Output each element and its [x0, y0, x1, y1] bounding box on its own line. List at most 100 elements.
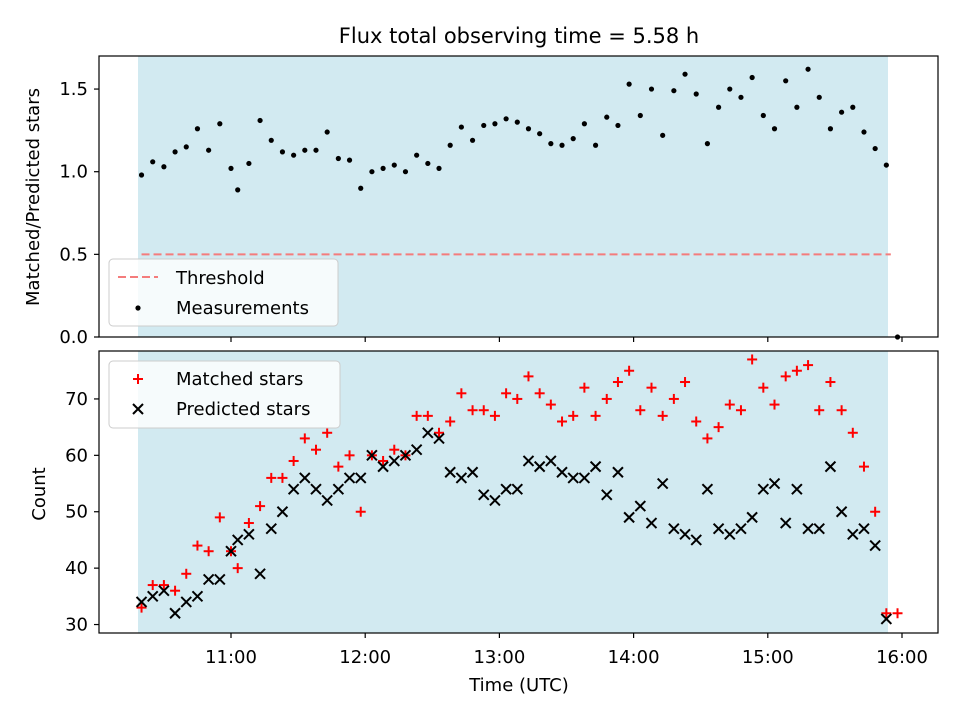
ratio-y-tick-label: 0.5 [59, 244, 88, 265]
measurement-point [161, 164, 166, 169]
measurement-point [269, 138, 274, 143]
matched-star-marker [893, 608, 903, 618]
count-x-tick-label: 15:00 [742, 647, 794, 668]
measurement-point [369, 169, 374, 174]
measurement-point [492, 121, 497, 126]
measurement-point [559, 143, 564, 148]
measurement-point [671, 88, 676, 93]
measurement-point [150, 159, 155, 164]
count-x-tick-label: 16:00 [876, 647, 928, 668]
x-axis-title: Time (UTC) [468, 675, 569, 696]
measurement-point [172, 149, 177, 154]
measurement-point [873, 146, 878, 151]
measurement-point [615, 123, 620, 128]
measurement-point [336, 156, 341, 161]
count-panel: 30 40 50 60 70 11:00 12:00 13:00 14:00 15:00 16:0… [29, 351, 938, 696]
chart-title: Flux total observing time = 5.58 h [339, 24, 699, 48]
count-x-tick-label: 11:00 [205, 647, 257, 668]
ratio-x-ticks [231, 337, 902, 342]
measurement-point [302, 148, 307, 153]
measurement-point [325, 129, 330, 134]
measurement-point [380, 166, 385, 171]
measurement-point [526, 126, 531, 131]
count-x-axis: 11:00 12:00 13:00 14:00 15:00 16:00 [205, 633, 928, 668]
measurement-point [257, 118, 262, 123]
measurements-legend-label: Measurements [176, 298, 309, 319]
measurement-point [291, 153, 296, 158]
measurement-point [347, 158, 352, 163]
flux-chart: Flux total observing time = 5.58 h 0.00.… [0, 0, 960, 720]
measurement-point [716, 105, 721, 110]
measurement-point [593, 143, 598, 148]
ratio-y-axis: 0.0 0.5 1.0 1.5 [59, 79, 99, 348]
count-x-tick-label: 14:00 [608, 647, 660, 668]
measurement-point [895, 334, 900, 339]
measurement-point [727, 86, 732, 91]
measurement-point [228, 166, 233, 171]
count-y-axis-title: Count [29, 467, 50, 520]
measurement-point [313, 148, 318, 153]
count-y-tick-label: 70 [65, 389, 88, 410]
measurement-point [850, 105, 855, 110]
measurement-point [761, 113, 766, 118]
measurement-point [884, 162, 889, 167]
measurement-point [139, 172, 144, 177]
ratio-y-tick-label: 1.0 [59, 162, 88, 183]
ratio-panel: 0.0 0.5 1.0 1.5 Matched/Predicted stars Thr… [23, 56, 938, 348]
measurement-point [358, 186, 363, 191]
measurement-point [448, 143, 453, 148]
measurement-point [459, 124, 464, 129]
measurement-point [235, 187, 240, 192]
ratio-y-tick-label: 1.5 [59, 79, 88, 100]
measurement-point [660, 133, 665, 138]
measurement-point [403, 169, 408, 174]
measurement-point [750, 75, 755, 80]
measurement-point [638, 113, 643, 118]
ratio-y-tick-label: 0.0 [59, 327, 88, 348]
measurement-point [783, 78, 788, 83]
measurement-point [392, 162, 397, 167]
measurement-point [548, 141, 553, 146]
measurement-point [481, 123, 486, 128]
measurement-point [425, 161, 430, 166]
measurement-point [504, 116, 509, 121]
measurement-point [805, 67, 810, 72]
measurement-point [604, 115, 609, 120]
measurement-point [184, 144, 189, 149]
measurement-point [861, 129, 866, 134]
measurement-point [794, 105, 799, 110]
measurement-point [839, 110, 844, 115]
measurement-point [217, 121, 222, 126]
predicted-legend-label: Predicted stars [176, 399, 310, 420]
measurement-point [206, 148, 211, 153]
measurement-point [280, 149, 285, 154]
ratio-legend: Threshold Measurements [109, 259, 338, 326]
measurements-legend-swatch [135, 305, 140, 310]
measurement-point [436, 166, 441, 171]
measurement-point [515, 120, 520, 125]
count-x-tick-label: 12:00 [339, 647, 391, 668]
measurement-point [537, 131, 542, 136]
measurement-point [195, 126, 200, 131]
measurement-point [772, 126, 777, 131]
count-y-tick-label: 50 [65, 502, 88, 523]
measurement-point [828, 126, 833, 131]
count-y-tick-label: 30 [65, 615, 88, 636]
count-legend: Matched stars Predicted stars [109, 361, 340, 428]
count-y-tick-label: 40 [65, 558, 88, 579]
count-x-tick-label: 13:00 [473, 647, 525, 668]
measurement-point [738, 95, 743, 100]
count-y-axis: 30 40 50 60 70 [65, 389, 99, 636]
measurement-point [470, 138, 475, 143]
measurement-point [246, 161, 251, 166]
ratio-y-axis-title: Matched/Predicted stars [23, 88, 44, 306]
measurement-point [627, 82, 632, 87]
measurement-point [817, 95, 822, 100]
matched-legend-label: Matched stars [176, 369, 303, 390]
measurement-point [571, 136, 576, 141]
threshold-legend-label: Threshold [175, 268, 265, 289]
count-y-tick-label: 60 [65, 445, 88, 466]
measurement-point [414, 153, 419, 158]
measurement-point [649, 86, 654, 91]
measurement-point [705, 141, 710, 146]
